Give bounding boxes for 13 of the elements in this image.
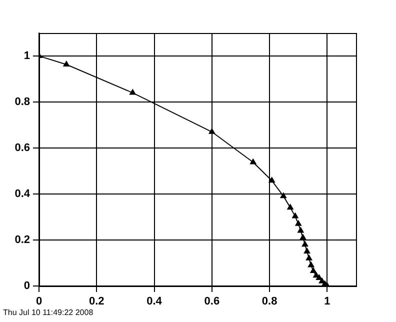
x-tick-label: 0.4 [146, 296, 163, 308]
x-tick-label: 1 [324, 296, 330, 308]
y-tick-label: 0 [24, 280, 30, 292]
x-tick-label: 0.6 [204, 296, 220, 308]
x-tick-label: 0.8 [262, 296, 278, 308]
y-tick-label: 0.6 [14, 142, 30, 154]
x-tick-label: 0 [36, 296, 42, 308]
y-tick-label: 0.2 [14, 234, 30, 246]
y-tick-label: 0.8 [14, 96, 30, 108]
y-tick-label: 0.4 [14, 188, 31, 200]
text: Thu Jul 10 11:49:22 2008 [3, 308, 94, 317]
x-tick-label: 0.2 [88, 296, 104, 308]
y-tick-label: 1 [24, 50, 30, 62]
